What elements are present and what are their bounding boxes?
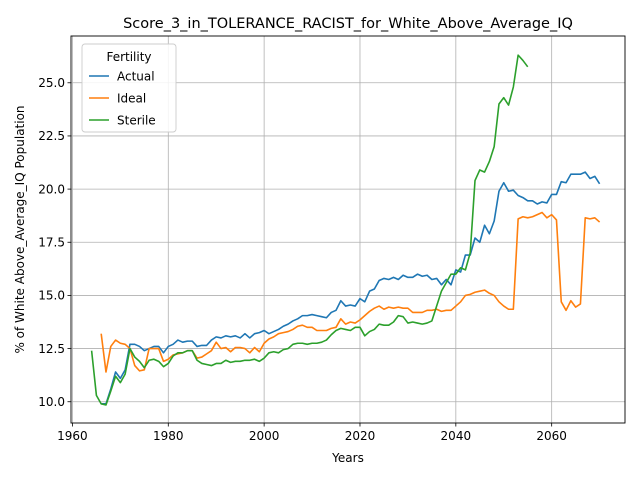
series-line-sterile [90,54,529,406]
y-tick-label: 20.0 [38,182,65,196]
legend: Fertility Actual Ideal Sterile [81,43,177,133]
x-tick-label: 1980 [153,429,184,443]
legend-label-actual: Actual [117,70,155,84]
series-line-ideal [100,211,601,373]
chart-title: Score_3_in_TOLERANCE_RACIST_for_White_Ab… [123,16,573,32]
y-tick-label: 15.0 [38,289,65,303]
x-tick-label: 2040 [441,429,472,443]
x-tick-label: 2020 [345,429,376,443]
x-tick-label: 2000 [249,429,280,443]
x-axis-label: Years [331,451,364,465]
legend-title: Fertility [106,50,151,64]
y-tick-label: 25.0 [38,76,65,90]
plot-frame [70,35,626,424]
y-tick-label: 12.5 [38,342,65,356]
y-tick-label: 17.5 [38,236,65,250]
y-tick-label: 22.5 [38,129,65,143]
x-tick-label: 1960 [57,429,88,443]
x-tick-label: 2060 [536,429,567,443]
legend-label-sterile: Sterile [117,114,156,128]
y-axis-ticks: 10.0 12.5 15.0 17.5 20.0 22.5 25.0 [38,76,71,409]
legend-box [81,43,177,133]
y-tick-label: 10.0 [38,395,65,409]
x-axis-ticks: 1960 1980 2000 2020 2040 2060 [57,423,567,443]
series-line-actual [101,171,601,405]
series-layer [90,54,601,406]
legend-label-ideal: Ideal [117,92,146,106]
grid-lines [71,36,625,423]
y-axis-label: % of White Above_Average_IQ Population [13,105,27,353]
